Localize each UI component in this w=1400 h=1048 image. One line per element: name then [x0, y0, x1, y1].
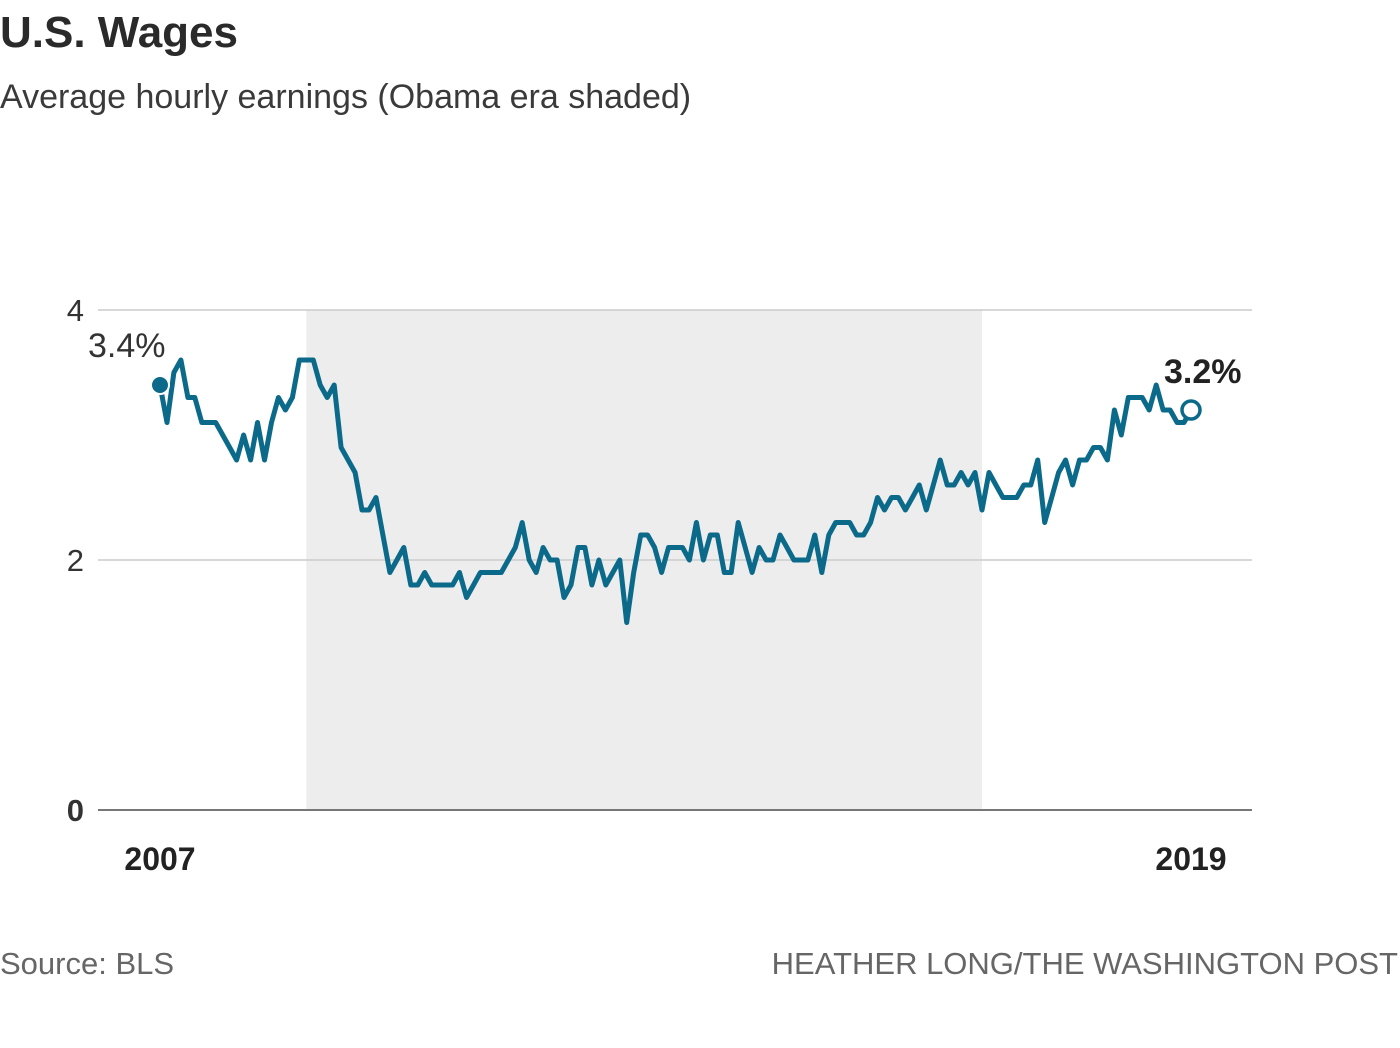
y-gridlines [98, 309, 1252, 811]
chart-title: U.S. Wages [0, 8, 238, 57]
y-tick-labels: 0 2 4 [67, 293, 84, 828]
series-line-wages [157, 357, 1194, 625]
chart-subtitle: Average hourly earnings (Obama era shade… [0, 78, 692, 116]
y-tick-label-0: 0 [67, 793, 84, 828]
source-note: Source: BLS [0, 946, 175, 981]
x-tick-label-start: 2007 [124, 841, 195, 877]
y-tick-label-2: 2 [67, 543, 84, 578]
end-point-marker [1180, 399, 1202, 421]
start-value-label: 3.4% [88, 327, 166, 365]
x-tick-label-end: 2019 [1155, 841, 1226, 877]
start-point-marker [150, 375, 170, 395]
y-tick-label-4: 4 [67, 293, 84, 328]
end-value-label: 3.2% [1164, 353, 1242, 391]
credit-line: HEATHER LONG/THE WASHINGTON POST [771, 946, 1398, 981]
